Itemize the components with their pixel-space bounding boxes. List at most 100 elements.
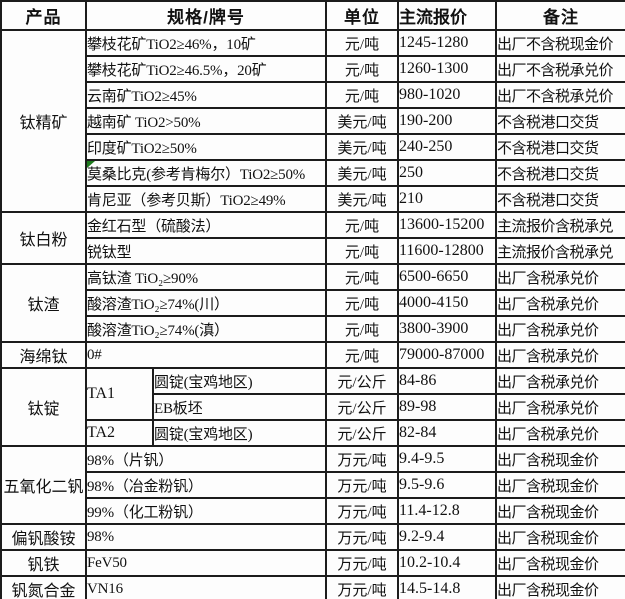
product-cell: 钛精矿 [0, 29, 87, 213]
price-cell: 210 [397, 185, 498, 213]
product-cell: 钛渣 [0, 263, 87, 343]
spec-cell: 圆锭(宝鸡地区) [151, 367, 328, 395]
table-row: 酸溶渣TiO₂≥74%(滇） 元/吨 3800-3900 出厂含税承兑价 [1, 315, 625, 343]
column-header-price: 主流报价 [397, 0, 498, 31]
spec-cell: 攀枝花矿TiO2≥46.5%，20矿 [84, 55, 328, 83]
price-table-body: 钛精矿 攀枝花矿TiO2≥46%，10矿 元/吨 1245-1280 出厂不含税现金价攀… [0, 29, 625, 599]
unit-cell: 万元/吨 [325, 445, 400, 473]
table-row: 越南矿 TiO2>50% 美元/吨 190-200 不含税港口交货 [1, 107, 625, 135]
price-cell: 14.5-14.8 [397, 575, 498, 599]
unit-cell: 元/吨 [325, 289, 400, 317]
table-row: 偏钒酸铵 98% 万元/吨 9.2-9.4 出厂含税现金价 [0, 523, 625, 551]
unit-cell: 万元/吨 [325, 471, 400, 499]
table-row: EB板坯 元/公斤 89-98 出厂含税承兑价 [1, 393, 625, 421]
table-row: 钛白粉 金红石型（硫酸法） 元/吨 13600-15200 主流报价含税承兑 [0, 211, 625, 265]
price-cell: 10.2-10.4 [397, 549, 498, 577]
unit-cell: 元/吨 [325, 315, 400, 343]
unit-cell: 美元/吨 [325, 159, 400, 187]
product-cell: 钛白粉 [0, 211, 87, 265]
table-row: 攀枝花矿TiO2≥46.5%，20矿 元/吨 1260-1300 出厂不含税承兑价 [1, 55, 625, 83]
note-cell: 出厂不含税承兑价 [495, 55, 625, 83]
spec-cell: FeV50 [84, 549, 328, 577]
note-cell: 不含税港口交货 [495, 185, 625, 213]
table-header: 产品 规格/牌号 单位 主流报价 备注 [0, 0, 625, 31]
table-row: 99%（化工粉钒） 万元/吨 11.4-12.8 出厂含税现金价 [1, 497, 625, 525]
unit-cell: 元/吨 [325, 237, 400, 265]
price-cell: 980-1020 [397, 81, 498, 109]
price-cell: 11600-12800 [397, 237, 498, 265]
note-cell: 出厂含税现金价 [495, 471, 625, 499]
note-cell: 不含税港口交货 [495, 159, 625, 187]
product-cell: 钒氮合金 [0, 575, 87, 599]
unit-cell: 元/吨 [325, 341, 400, 369]
note-cell: 出厂不含税现金价 [495, 29, 625, 57]
price-cell: 9.4-9.5 [397, 445, 498, 473]
cell-corner-marker-icon [88, 162, 95, 168]
note-cell: 出厂含税现金价 [495, 497, 625, 525]
unit-cell: 元/吨 [325, 211, 400, 239]
price-cell: 3800-3900 [397, 315, 498, 343]
product-cell: 海绵钛 [0, 341, 87, 369]
spec-cell: 0# [84, 341, 328, 369]
spec-cell: 云南矿TiO2≥45% [84, 81, 328, 109]
spec-cell: 99%（化工粉钒） [84, 497, 328, 525]
unit-cell: 万元/吨 [325, 497, 400, 525]
price-cell: 250 [397, 159, 498, 187]
price-cell: 9.2-9.4 [397, 523, 498, 551]
spec-cell: 酸溶渣TiO₂≥74%(滇） [84, 315, 328, 343]
table-row: 钒铁 FeV50 万元/吨 10.2-10.4 出厂含税现金价 [0, 549, 625, 577]
note-cell: 出厂含税承兑价 [495, 393, 625, 421]
price-cell: 84-86 [397, 367, 498, 395]
product-cell: 钒铁 [0, 549, 87, 577]
unit-cell: 元/吨 [325, 55, 400, 83]
table-row: 锐钛型 元/吨 11600-12800 主流报价含税承兑 [1, 237, 625, 265]
spec-cell: VN16 [84, 575, 328, 599]
unit-cell: 元/吨 [325, 81, 400, 109]
unit-cell: 元/公斤 [325, 367, 400, 395]
unit-cell: 元/公斤 [325, 393, 400, 421]
spec-cell: 98%（冶金粉钒） [84, 471, 328, 499]
unit-cell: 万元/吨 [325, 575, 400, 599]
spec-cell: 酸溶渣TiO₂≥74%(川） [84, 289, 328, 317]
product-cell: 偏钒酸铵 [0, 523, 87, 551]
table-row: 钛渣 高钛渣 TiO₂≥90% 元/吨 6500-6650 出厂含税承兑价 [0, 263, 625, 343]
note-cell: 不含税港口交货 [495, 107, 625, 135]
column-header-unit: 单位 [325, 0, 400, 31]
spec-cell: 肯尼亚（参考贝斯）TiO2≥49% [84, 185, 328, 213]
price-cell: 9.5-9.6 [397, 471, 498, 499]
note-cell: 出厂不含税承兑价 [495, 81, 625, 109]
note-cell: 出厂含税现金价 [495, 523, 625, 551]
price-cell: 1245-1280 [397, 29, 498, 57]
spec-cell: 98% [84, 523, 328, 551]
unit-cell: 美元/吨 [325, 185, 400, 213]
unit-cell: 元/吨 [325, 29, 400, 57]
spec-cell: 高钛渣 TiO₂≥90% [84, 263, 328, 291]
price-cell: 13600-15200 [397, 211, 498, 239]
spec-cell: 金红石型（硫酸法） [84, 211, 328, 239]
table-row: 98%（冶金粉钒） 万元/吨 9.5-9.6 出厂含税现金价 [1, 471, 625, 499]
spec-cell: 印度矿TiO2≥50% [84, 133, 328, 161]
price-cell: 240-250 [397, 133, 498, 161]
table-row: 印度矿TiO2≥50% 美元/吨 240-250 不含税港口交货 [1, 133, 625, 161]
unit-cell: 元/公斤 [325, 419, 400, 447]
note-cell: 出厂含税现金价 [495, 445, 625, 473]
spec-cell: 攀枝花矿TiO2≥46%，10矿 [84, 29, 328, 57]
price-cell: 190-200 [397, 107, 498, 135]
price-cell: 82-84 [397, 419, 498, 447]
price-cell: 4000-4150 [397, 289, 498, 317]
product-cell: 钛锭 [0, 367, 87, 447]
table-row: 五氧化二钒 98%（片钒） 万元/吨 9.4-9.5 出厂含税现金价 [0, 445, 625, 525]
unit-cell: 万元/吨 [325, 523, 400, 551]
table-row: 钒氮合金 VN16 万元/吨 14.5-14.8 出厂含税现金价 [0, 575, 625, 599]
unit-cell: 万元/吨 [325, 549, 400, 577]
spec-cell: EB板坯 [151, 393, 328, 421]
note-cell: 不含税港口交货 [495, 133, 625, 161]
price-cell: 1260-1300 [397, 55, 498, 83]
column-header-spec: 规格/牌号 [84, 0, 328, 31]
unit-cell: 元/吨 [325, 263, 400, 291]
table-row: 海绵钛 0# 元/吨 79000-87000 出厂含税承兑价 [0, 341, 625, 369]
table-row: 云南矿TiO2≥45% 元/吨 980-1020 出厂不含税承兑价 [1, 81, 625, 109]
note-cell: 出厂含税现金价 [495, 549, 625, 577]
